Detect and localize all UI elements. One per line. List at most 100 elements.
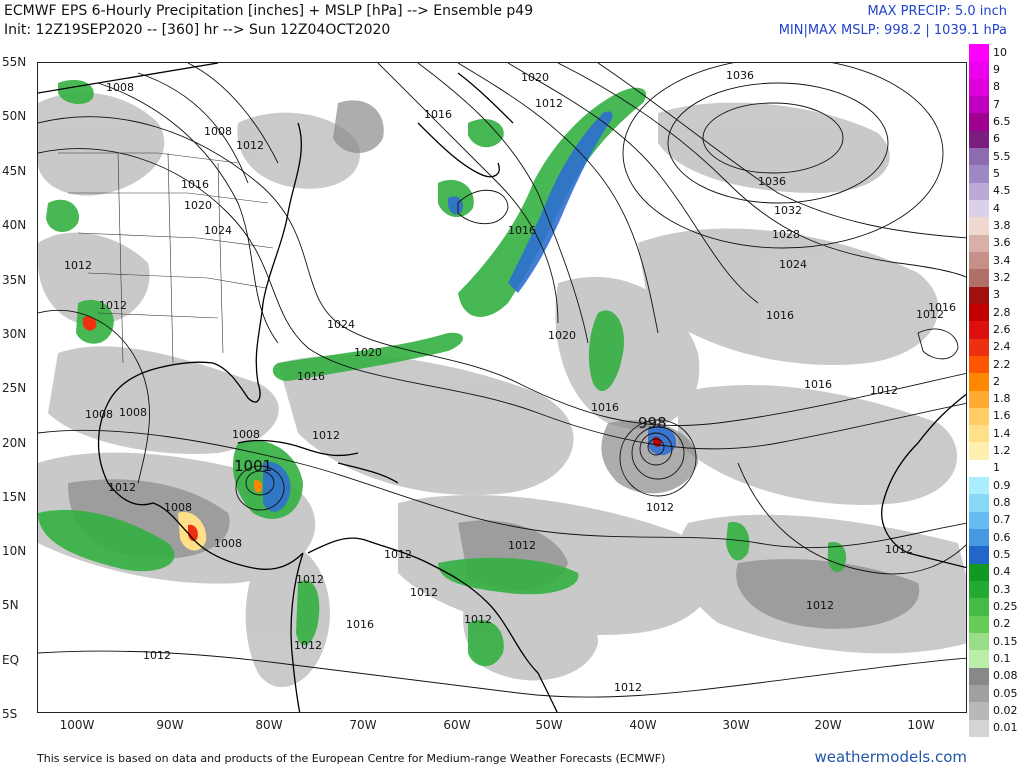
lat-label: EQ	[2, 653, 20, 667]
colorbar-segment	[969, 355, 989, 374]
isobar-label: 1016	[591, 401, 619, 414]
isobar-label: 1024	[204, 224, 232, 237]
colorbar-segment	[969, 563, 989, 582]
colorbar-label: 7	[993, 97, 1000, 111]
isobar-label: 1016	[346, 618, 374, 631]
lat-label: 5N	[2, 598, 19, 612]
colorbar-segment	[969, 529, 989, 547]
colorbar-label: 1.4	[993, 426, 1011, 440]
colorbar-segment	[969, 234, 989, 253]
colorbar-segment	[969, 390, 989, 409]
colorbar-label: 0.08	[993, 669, 1018, 683]
lat-label: 15N	[2, 490, 27, 504]
lon-label: 60W	[443, 718, 471, 732]
lon-label: 80W	[255, 718, 283, 732]
lat-label: 50N	[2, 109, 27, 123]
brand-link[interactable]: weathermodels.com	[814, 748, 967, 766]
colorbar-label: 0.4	[993, 565, 1011, 579]
isobar-label: 1016	[508, 224, 536, 237]
colorbar-segment	[969, 165, 989, 184]
isobar-label: 1036	[758, 175, 786, 188]
lon-label: 70W	[349, 718, 377, 732]
colorbar-label: 0.2	[993, 617, 1011, 631]
colorbar-label: 0.9	[993, 478, 1011, 492]
colorbar-segment	[969, 494, 989, 513]
colorbar-label: 0.3	[993, 582, 1011, 596]
colorbar-segment	[969, 269, 989, 288]
colorbar-segment	[969, 199, 989, 218]
isobar-label: 1016	[424, 108, 452, 121]
isobar-label: 1012	[464, 613, 492, 626]
colorbar-label: 0.6	[993, 530, 1011, 544]
colorbar-segment	[969, 147, 989, 166]
colorbar-segment	[969, 598, 989, 617]
isobar-label: 1016	[297, 370, 325, 383]
precip-colorbar	[969, 44, 989, 738]
colorbar-segment	[969, 44, 989, 62]
isobar-label: 1016	[766, 309, 794, 322]
colorbar-label: 2.8	[993, 305, 1011, 319]
colorbar-label: 2.6	[993, 322, 1011, 336]
colorbar-label: 8	[993, 80, 1000, 94]
isobar-label: 1012	[508, 539, 536, 552]
colorbar-label: 0.01	[993, 721, 1018, 735]
colorbar-label: 3.8	[993, 218, 1011, 232]
isobar-label: 1016	[181, 178, 209, 191]
forecast-map: 1020 1036 1008 1012 1016 1008 1012 1016 …	[37, 62, 967, 713]
lon-label: 90W	[156, 718, 184, 732]
colorbar-segment	[969, 511, 989, 530]
colorbar-label: 2	[993, 374, 1000, 388]
colorbar-segment	[969, 477, 989, 495]
colorbar-segment	[969, 459, 989, 478]
colorbar-label: 1.8	[993, 392, 1011, 406]
isobar-label: 1016	[804, 378, 832, 391]
lat-label: 40N	[2, 218, 27, 232]
isobar-label: 1012	[99, 299, 127, 312]
coastlines	[38, 63, 966, 712]
isobar-label: 1012	[312, 429, 340, 442]
lat-label: 5S	[2, 707, 18, 721]
isobar-label: 1012	[143, 649, 171, 662]
isobar-label: 1008	[85, 408, 113, 421]
colorbar-label: 3.2	[993, 270, 1011, 284]
max-precip-readout: MAX PRECIP: 5.0 inch	[867, 4, 1007, 19]
colorbar-label: 4	[993, 201, 1000, 215]
isobar-label: 1012	[296, 573, 324, 586]
colorbar-label: 0.8	[993, 496, 1011, 510]
isobar-label: 1012	[870, 384, 898, 397]
isobar-label: 1036	[726, 69, 754, 82]
colorbar-label: 0.15	[993, 634, 1018, 648]
colorbar-segment	[969, 373, 989, 391]
isobar-label: 1032	[774, 204, 802, 217]
lat-label: 20N	[2, 436, 27, 450]
isobar-label: 1028	[772, 228, 800, 241]
colorbar-segment	[969, 130, 989, 149]
colorbar-label: 2.2	[993, 357, 1011, 371]
colorbar-segment	[969, 615, 989, 634]
extreme-precip-areas	[83, 316, 662, 551]
colorbar-segment	[969, 442, 989, 461]
colorbar-label: 3.4	[993, 253, 1011, 267]
isobar-label: 1012	[614, 681, 642, 694]
colorbar-segment	[969, 286, 989, 305]
colorbar-label: 0.1	[993, 652, 1011, 666]
isobar-label: 1012	[646, 501, 674, 514]
colorbar-segment	[969, 217, 989, 236]
pressure-labels: 1020 1036 1008 1012 1016 1008 1012 1016 …	[64, 69, 956, 694]
map-title-line1: ECMWF EPS 6-Hourly Precipitation [inches…	[4, 3, 534, 19]
isobar-label: 1012	[64, 259, 92, 272]
isobar-label: 1001	[234, 457, 272, 475]
map-title-line2: Init: 12Z19SEP2020 -- [360] hr --> Sun 1…	[4, 22, 391, 38]
isobar-label: 1020	[354, 346, 382, 359]
colorbar-label: 10	[993, 45, 1007, 59]
isobar-label: 1008	[232, 428, 260, 441]
colorbar-label: 3.6	[993, 236, 1011, 250]
colorbar-segment	[969, 719, 989, 738]
colorbar-label: 0.25	[993, 600, 1018, 614]
isobar-label: 1012	[236, 139, 264, 152]
colorbar-label: 0.5	[993, 548, 1011, 562]
isobar-label: 1016	[928, 301, 956, 314]
lat-label: 25N	[2, 381, 27, 395]
colorbar-segment	[969, 321, 989, 339]
colorbar-segment	[969, 546, 989, 565]
